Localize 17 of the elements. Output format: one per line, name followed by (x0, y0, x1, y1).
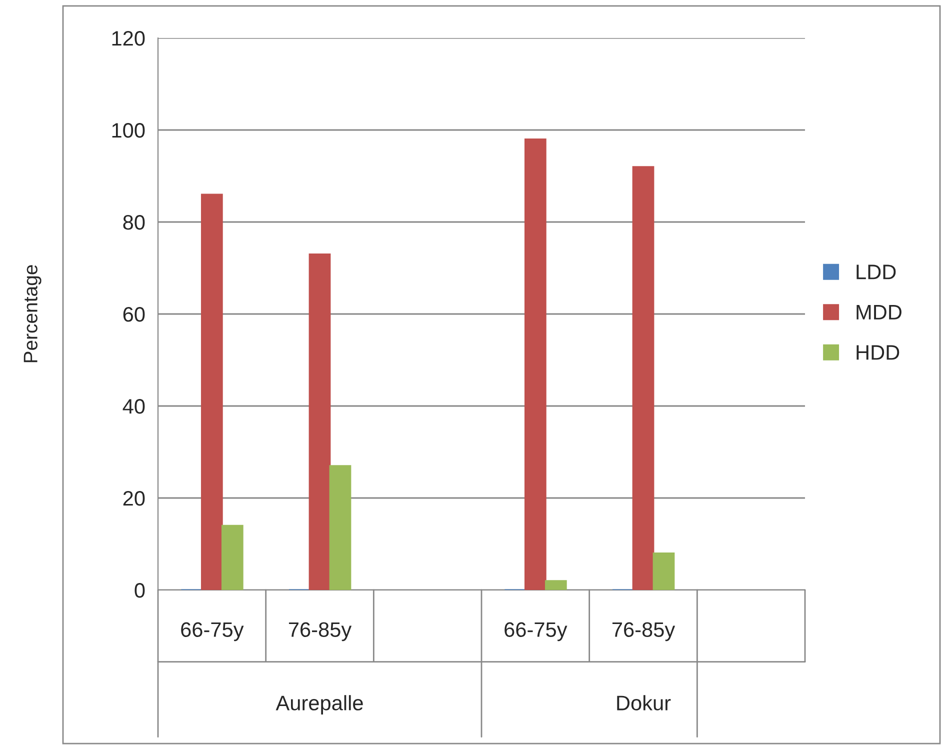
text: Aurepalle (276, 695, 363, 715)
y-tick-label: 80 (123, 215, 145, 230)
y-tick-label: 60 (123, 307, 145, 322)
y-tick-label: 100 (112, 123, 145, 138)
legend-label: MDD (856, 305, 902, 320)
y-tick-label: 0 (134, 583, 145, 598)
y-tick-label: 120 (112, 31, 145, 46)
legend-label: LDD (856, 264, 896, 280)
x-tick-label: 76-85y (612, 622, 676, 642)
x-tick-label: 66-75y (181, 622, 244, 642)
y-tick-label: 20 (123, 491, 145, 506)
legend-label: HDD (856, 345, 900, 360)
text: Dokur (617, 695, 671, 710)
y-axis-title: Percentage (24, 265, 42, 362)
x-tick-label: 76-85y (288, 622, 352, 642)
x-tick-label: 66-75y (504, 622, 568, 642)
y-tick-label: 40 (122, 399, 145, 414)
